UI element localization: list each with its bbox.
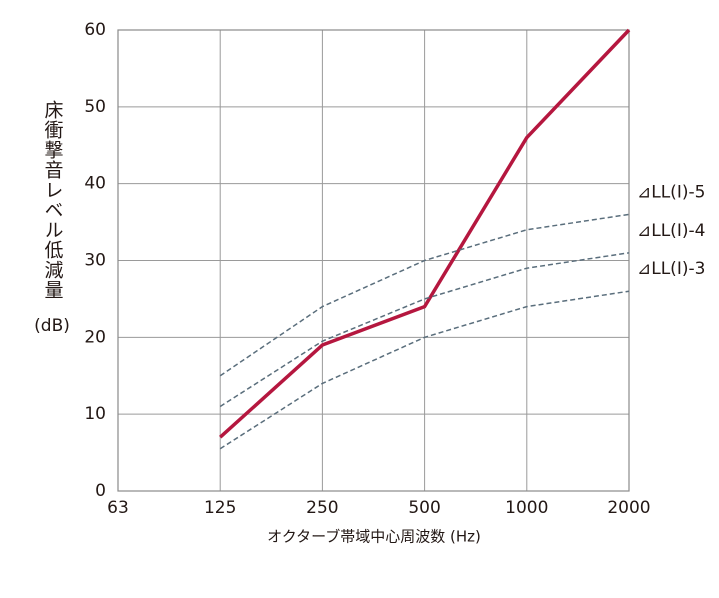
y-tick-label: 40	[84, 174, 106, 194]
line-label: ⊿LL(I)-4	[637, 221, 705, 241]
y-tick-label: 20	[84, 327, 106, 347]
y-axis-label: 床衝撃音レベル低減量	[42, 100, 64, 300]
plot-frame	[117, 29, 630, 492]
data-line	[219, 28, 631, 439]
y-tick-label: 60	[84, 20, 106, 40]
line-label: ⊿LL(I)-5	[637, 182, 705, 202]
y-tick-label: 10	[84, 404, 106, 424]
y-tick-label: 0	[95, 481, 106, 501]
x-tick-label: 500	[408, 498, 440, 518]
reference-line	[219, 252, 630, 408]
line-label: ⊿LL(I)-3	[637, 259, 705, 279]
y-tick-label: 30	[84, 251, 106, 271]
y-axis-unit: (dB)	[34, 316, 70, 336]
reference-line	[219, 290, 630, 450]
reference-line	[219, 213, 630, 377]
x-tick-label: 63	[107, 498, 129, 518]
x-axis-label: オクターブ帯域中心周波数 (Hz)	[267, 528, 481, 546]
x-tick-label: 250	[306, 498, 338, 518]
x-tick-label: 1000	[505, 498, 548, 518]
x-tick-label: 2000	[607, 498, 650, 518]
y-tick-label: 50	[84, 97, 106, 117]
x-tick-label: 125	[204, 498, 236, 518]
